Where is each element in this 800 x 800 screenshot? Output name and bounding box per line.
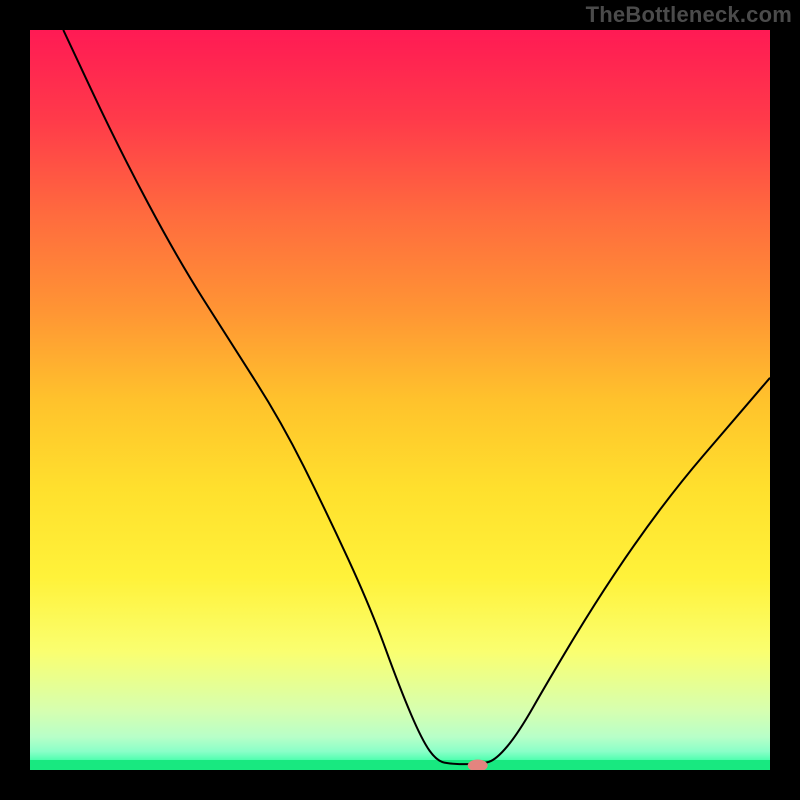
- watermark-text: TheBottleneck.com: [586, 2, 792, 28]
- gradient-background: [30, 30, 770, 770]
- bottleneck-chart: [30, 30, 770, 770]
- chart-frame: TheBottleneck.com: [0, 0, 800, 800]
- plot-area: [30, 30, 770, 770]
- bottom-green-strip: [30, 760, 770, 770]
